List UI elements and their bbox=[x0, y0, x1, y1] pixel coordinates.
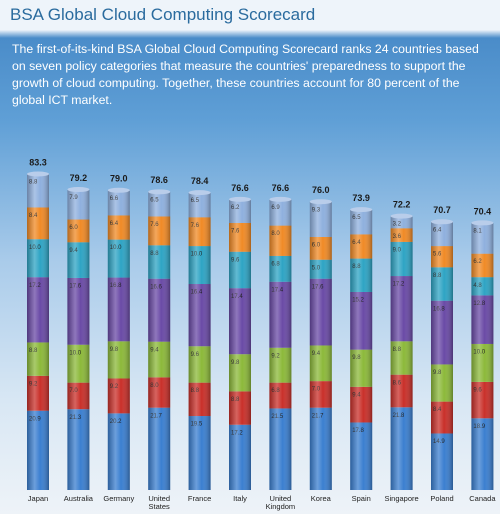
total-label: 76.0 bbox=[312, 185, 330, 195]
bar-shade bbox=[390, 216, 413, 491]
bar-cap bbox=[67, 187, 90, 193]
bar-shade bbox=[431, 221, 453, 490]
x-tick-label: Poland bbox=[430, 494, 454, 503]
title: BSA Global Cloud Computing Scorecard bbox=[10, 5, 316, 24]
x-tick-label: Spain bbox=[351, 494, 371, 503]
total-label: 83.3 bbox=[29, 157, 47, 167]
bar-cap bbox=[148, 189, 171, 195]
bar-shade bbox=[269, 199, 292, 490]
total-label: 78.6 bbox=[150, 175, 168, 185]
x-tick-label: Canada bbox=[469, 494, 496, 503]
x-tick-label: Singapore bbox=[384, 494, 419, 503]
x-tick-label: Italy bbox=[233, 494, 247, 503]
x-tick-label: Australia bbox=[63, 494, 93, 503]
x-tick-label: United States bbox=[148, 494, 171, 511]
bar-shade bbox=[107, 190, 130, 490]
bar-shade bbox=[148, 191, 171, 490]
bar-cap bbox=[269, 196, 292, 202]
bar-shade bbox=[188, 192, 211, 490]
total-label: 72.2 bbox=[393, 199, 411, 209]
total-label: 76.6 bbox=[231, 183, 249, 193]
bar-cap bbox=[350, 207, 373, 213]
bar-cap bbox=[229, 196, 251, 202]
bar-shade bbox=[229, 199, 251, 490]
total-label: 70.7 bbox=[433, 205, 451, 215]
description: The first-of-its-kind BSA Global Cloud C… bbox=[12, 42, 479, 107]
x-tick-label: Korea bbox=[310, 494, 331, 503]
bar-cap bbox=[471, 220, 494, 226]
total-label: 78.4 bbox=[191, 176, 209, 186]
bar-cap bbox=[188, 190, 211, 196]
bar-shade bbox=[27, 174, 49, 490]
bar-cap bbox=[309, 199, 332, 205]
total-label: 79.0 bbox=[110, 174, 128, 184]
bar-cap bbox=[27, 171, 49, 177]
bar-cap bbox=[390, 213, 413, 219]
bar-shade bbox=[67, 189, 90, 491]
bar-shade bbox=[309, 201, 332, 490]
x-tick-label: France bbox=[187, 494, 212, 503]
total-label: 79.2 bbox=[70, 173, 88, 183]
total-label: 70.4 bbox=[474, 206, 492, 216]
x-tick-label: United Kingdom bbox=[265, 494, 296, 511]
total-label: 76.6 bbox=[272, 183, 290, 193]
x-tick-label: Japan bbox=[27, 494, 49, 503]
bar-shade bbox=[350, 209, 373, 490]
bar-cap bbox=[107, 187, 130, 193]
x-tick-label: Germany bbox=[103, 494, 135, 503]
total-label: 73.9 bbox=[352, 193, 370, 203]
bar-cap bbox=[431, 219, 453, 225]
bar-shade bbox=[471, 222, 494, 490]
